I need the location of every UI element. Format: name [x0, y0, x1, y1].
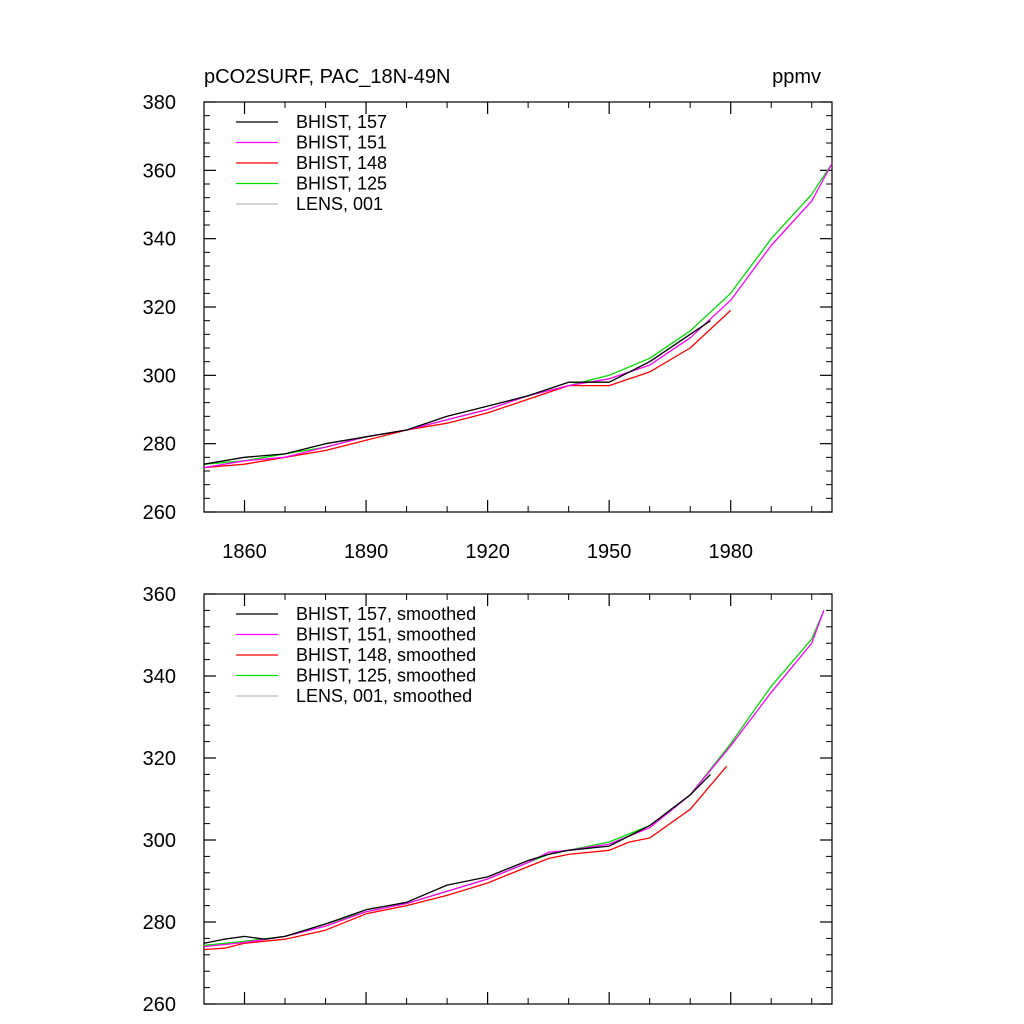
y-tick-label: 300 [143, 365, 176, 387]
y-tick-label: 260 [143, 994, 176, 1016]
x-tick-label: 1950 [587, 541, 632, 563]
legend-entry: LENS, 001, smoothed [296, 686, 472, 706]
y-tick-label: 340 [143, 666, 176, 688]
x-axis [203, 594, 813, 1004]
legend-entry: BHIST, 157 [296, 112, 387, 132]
y-tick-label: 280 [143, 912, 176, 934]
y-tick-label: 280 [143, 434, 176, 456]
y-tick-label: 340 [143, 229, 176, 251]
y-tick-label: 320 [143, 748, 176, 770]
legend-entry: BHIST, 125 [296, 174, 387, 194]
series-line [203, 309, 732, 469]
legend-entry: BHIST, 151 [296, 133, 387, 153]
y-tick-label: 360 [143, 584, 176, 606]
units-label: ppmv [772, 66, 821, 88]
series-lines [203, 610, 825, 951]
y-tick-label: 380 [143, 92, 176, 114]
legend-entry: BHIST, 148 [296, 153, 387, 173]
series-line [203, 773, 711, 944]
y-tick-label: 360 [143, 160, 176, 182]
y-axis: 260 280 300 320 340 360 380 [143, 92, 832, 524]
y-axis: 260 280 300 320 340 360 [143, 584, 832, 1016]
x-tick-label: 1920 [465, 541, 510, 563]
y-tick-label: 260 [143, 502, 176, 524]
x-tick-label: 1980 [708, 541, 753, 563]
top-panel: pCO2SURF, PAC_18N-49N ppmv 260 280 300 320 3… [143, 66, 833, 563]
x-tick-label: 1890 [344, 541, 389, 563]
legend-entry: BHIST, 125, smoothed [296, 666, 476, 686]
series-line [203, 320, 711, 465]
chart-title: pCO2SURF, PAC_18N-49N [204, 66, 450, 88]
series-lines [203, 163, 833, 469]
legend-entry: BHIST, 151, smoothed [296, 625, 476, 645]
series-line [203, 765, 728, 951]
legend-entry: BHIST, 148, smoothed [296, 645, 476, 665]
x-tick-label: 1860 [222, 541, 267, 563]
plot-frame [203, 593, 833, 1005]
x-axis: 1860 1890 1920 1950 1980 [203, 102, 813, 563]
legend-entry: LENS, 001 [296, 194, 383, 214]
y-tick-label: 300 [143, 830, 176, 852]
legend-entry: BHIST, 157, smoothed [296, 604, 476, 624]
y-tick-label: 320 [143, 297, 176, 319]
